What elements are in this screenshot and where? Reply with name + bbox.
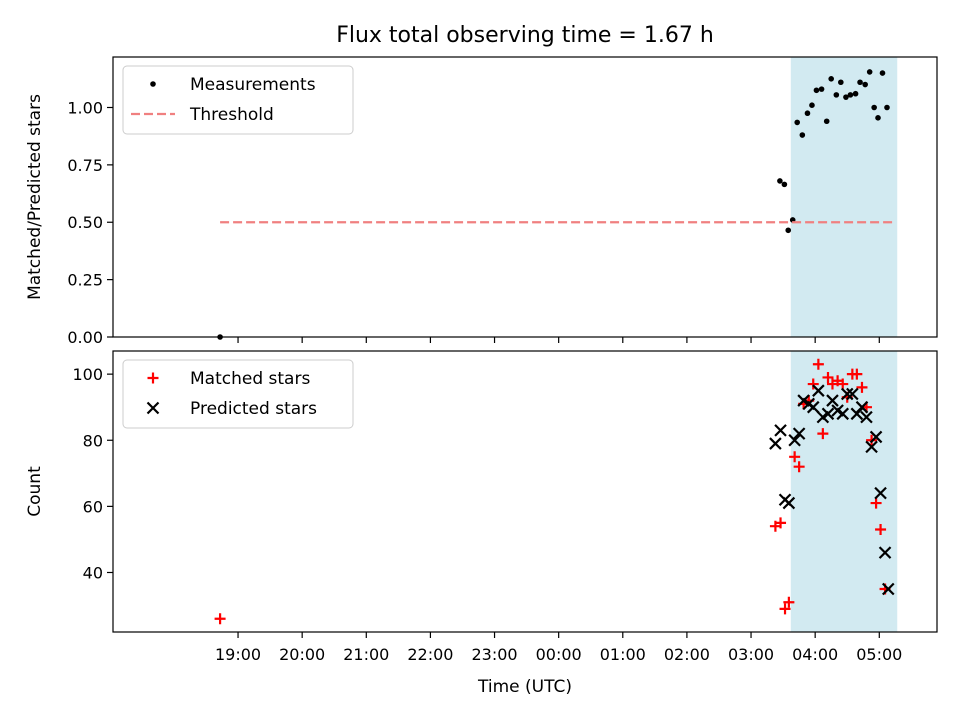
- measurement-point: [799, 132, 806, 138]
- y-axis-label: Matched/Predicted stars: [25, 94, 45, 300]
- y-tick-label: 0.00: [67, 328, 103, 347]
- measurement-point: [879, 70, 886, 76]
- matched-star-point: [822, 371, 834, 383]
- x-tick-label: 05:00: [856, 645, 902, 664]
- measurement-point: [843, 94, 849, 100]
- measurement-point: [777, 178, 783, 184]
- y-tick-label: 80: [83, 431, 103, 450]
- measurement-point: [838, 79, 844, 86]
- y-tick-label: 1.00: [67, 98, 103, 117]
- matched-star-point: [807, 378, 819, 390]
- legend-dot-marker: [150, 81, 156, 87]
- count-panel: 19:00 20:00 21:00 22:00 23:00 00:00 01:00 02:00…: [25, 350, 938, 664]
- measurement-point: [871, 104, 877, 111]
- y-tick-label: 100: [72, 365, 103, 384]
- predicted-star-point: [865, 440, 878, 454]
- legend-label: Predicted stars: [190, 399, 317, 419]
- x-tick-label: 19:00: [215, 645, 261, 664]
- legend-box: [122, 65, 354, 135]
- predicted-star-point: [878, 546, 892, 559]
- legend-x-marker: [146, 401, 160, 415]
- y-tick-label: 0.25: [67, 271, 103, 290]
- predicted-star-point: [806, 400, 820, 414]
- plot-frame: [112, 56, 938, 338]
- x-tick-label: 23:00: [471, 645, 517, 664]
- x-tick-label: 00:00: [536, 645, 582, 664]
- x-tick-label: 21:00: [343, 645, 389, 664]
- measurement-point: [884, 104, 890, 111]
- predicted-star-point: [860, 410, 873, 424]
- predicted-star-point: [836, 407, 850, 421]
- legend: Matched stars Predicted stars: [122, 359, 354, 429]
- matched-star-point: [875, 524, 887, 536]
- matched-star-point: [779, 603, 791, 615]
- y-tick-label: 60: [83, 497, 103, 516]
- x-axis-label: Time (UTC): [477, 677, 572, 697]
- matched-star-point: [812, 358, 824, 370]
- predicted-star-point: [846, 387, 859, 401]
- ratio-panel: 0.00 0.25 0.50 0.75 1.00 Matched/Predicted st…: [25, 56, 938, 347]
- matched-star-point: [817, 428, 829, 440]
- matched-star-point: [793, 461, 805, 473]
- highlight-span: [790, 57, 898, 337]
- legend-label: Measurements: [190, 75, 316, 95]
- measurement-point: [804, 110, 811, 117]
- x-tick-label: 01:00: [600, 645, 646, 664]
- y-tick-label: 40: [83, 563, 103, 582]
- measurement-point: [794, 119, 801, 126]
- measurement-point: [818, 86, 825, 92]
- predicted-star-point: [855, 400, 869, 414]
- x-tick-label: 22:00: [407, 645, 453, 664]
- predicted-star-point: [840, 387, 854, 401]
- matched-star-point: [789, 451, 801, 463]
- measurement-point: [813, 87, 820, 94]
- matched-star-point: [851, 368, 863, 380]
- measurement-point: [857, 79, 863, 86]
- x-tick-label: 20:00: [279, 645, 325, 664]
- y-tick-label: 0.75: [67, 156, 103, 175]
- x-tick-label: 04:00: [792, 645, 838, 664]
- measurement-point: [875, 115, 881, 121]
- legend-label: Matched stars: [190, 369, 310, 389]
- matched-star-point: [837, 378, 849, 390]
- predicted-star-point: [774, 424, 787, 437]
- measurement-point: [781, 181, 788, 188]
- measurement-point: [809, 102, 815, 108]
- legend-label: Threshold: [189, 105, 274, 125]
- predicted-star-point: [782, 496, 796, 510]
- predicted-star-point: [821, 407, 835, 421]
- predicted-star-point: [769, 437, 782, 450]
- predicted-star-point: [792, 427, 806, 440]
- x-tick-label: 02:00: [664, 645, 710, 664]
- predicted-star-point: [881, 582, 895, 596]
- measurement-point: [866, 69, 873, 75]
- measurement-point: [828, 76, 834, 82]
- matched-star-point: [775, 517, 787, 529]
- measurement-point: [823, 118, 830, 125]
- legend: Measurements Threshold: [122, 65, 354, 135]
- measurement-point: [847, 92, 854, 98]
- predicted-star-point: [812, 384, 825, 397]
- matched-star-point: [783, 596, 795, 608]
- measurement-point: [833, 92, 840, 98]
- measurement-point: [852, 90, 859, 97]
- matched-star-point: [214, 613, 226, 625]
- plot-frame: [112, 350, 938, 633]
- x-tick-label: 03:00: [728, 645, 774, 664]
- predicted-star-point: [874, 486, 887, 500]
- y-axis-label: Count: [25, 466, 45, 517]
- legend-plus-marker: [147, 372, 159, 384]
- matched-star-point: [870, 497, 882, 509]
- measurement-point: [862, 81, 868, 88]
- chart-title: Flux total observing time = 1.67 h: [336, 23, 714, 48]
- matched-star-point: [856, 381, 868, 393]
- predicted-star-point: [869, 430, 883, 444]
- legend-box: [122, 359, 354, 429]
- measurement-point: [785, 227, 792, 234]
- predicted-star-point: [826, 394, 839, 407]
- predicted-star-point: [788, 433, 801, 447]
- y-tick-label: 0.50: [67, 213, 103, 232]
